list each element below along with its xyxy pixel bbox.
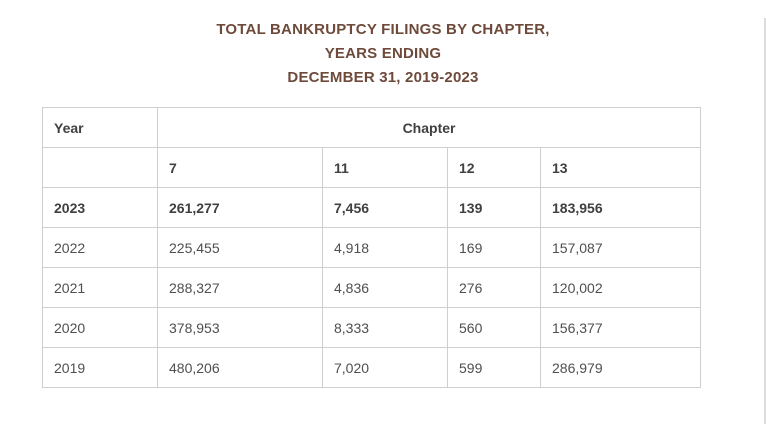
cell-chapter11: 7,456 [322, 187, 448, 228]
cell-year: 2021 [42, 267, 158, 308]
cell-chapter12: 560 [447, 307, 541, 348]
table-row-2023: 2023 261,277 7,456 139 183,956 [42, 187, 702, 228]
chapter-group-header: Chapter [156, 107, 702, 148]
cell-chapter12: 276 [447, 267, 541, 308]
chapter-12-header: 12 [447, 147, 541, 188]
bankruptcy-filings-table: Year Chapter 7 11 12 13 2023 261,277 7,4… [42, 107, 702, 388]
cell-chapter13: 156,377 [539, 307, 702, 348]
year-header: Year [42, 107, 158, 148]
cell-chapter13: 157,087 [539, 227, 702, 268]
cell-chapter7: 480,206 [157, 347, 323, 388]
header-row-year-chapter: Year Chapter [42, 107, 702, 148]
year-subheader-empty [42, 147, 158, 188]
table-row-2019: 2019 480,206 7,020 599 286,979 [42, 347, 702, 388]
cell-chapter11: 7,020 [322, 347, 448, 388]
header-row-chapter-numbers: 7 11 12 13 [42, 147, 702, 188]
cell-chapter12: 139 [447, 187, 541, 228]
table-row-2021: 2021 288,327 4,836 276 120,002 [42, 267, 702, 308]
cell-chapter11: 4,836 [322, 267, 448, 308]
cell-chapter13: 183,956 [539, 187, 702, 228]
cell-chapter12: 169 [447, 227, 541, 268]
cell-year: 2019 [42, 347, 158, 388]
cell-chapter7: 225,455 [157, 227, 323, 268]
title-line-2: YEARS ENDING [324, 45, 442, 62]
cell-chapter11: 8,333 [322, 307, 448, 348]
title-line-3: DECEMBER 31, 2019-2023 [287, 69, 479, 86]
cell-chapter13: 120,002 [539, 267, 702, 308]
cell-chapter13: 286,979 [539, 347, 702, 388]
cell-chapter7: 261,277 [157, 187, 323, 228]
right-edge-line [764, 18, 766, 424]
cell-chapter7: 378,953 [157, 307, 323, 348]
chapter-13-header: 13 [539, 147, 702, 188]
cell-year: 2023 [42, 187, 158, 228]
cell-chapter11: 4,918 [322, 227, 448, 268]
table-row-2020: 2020 378,953 8,333 560 156,377 [42, 307, 702, 348]
table-row-2022: 2022 225,455 4,918 169 157,087 [42, 227, 702, 268]
chapter-11-header: 11 [322, 147, 448, 188]
cell-chapter7: 288,327 [157, 267, 323, 308]
cell-year: 2022 [42, 227, 158, 268]
cell-year: 2020 [42, 307, 158, 348]
page-title: TOTAL BANKRUPTCY FILINGS BY CHAPTER, YEA… [40, 18, 726, 90]
chapter-7-header: 7 [157, 147, 323, 188]
title-line-1: TOTAL BANKRUPTCY FILINGS BY CHAPTER, [216, 21, 550, 38]
cell-chapter12: 599 [447, 347, 541, 388]
